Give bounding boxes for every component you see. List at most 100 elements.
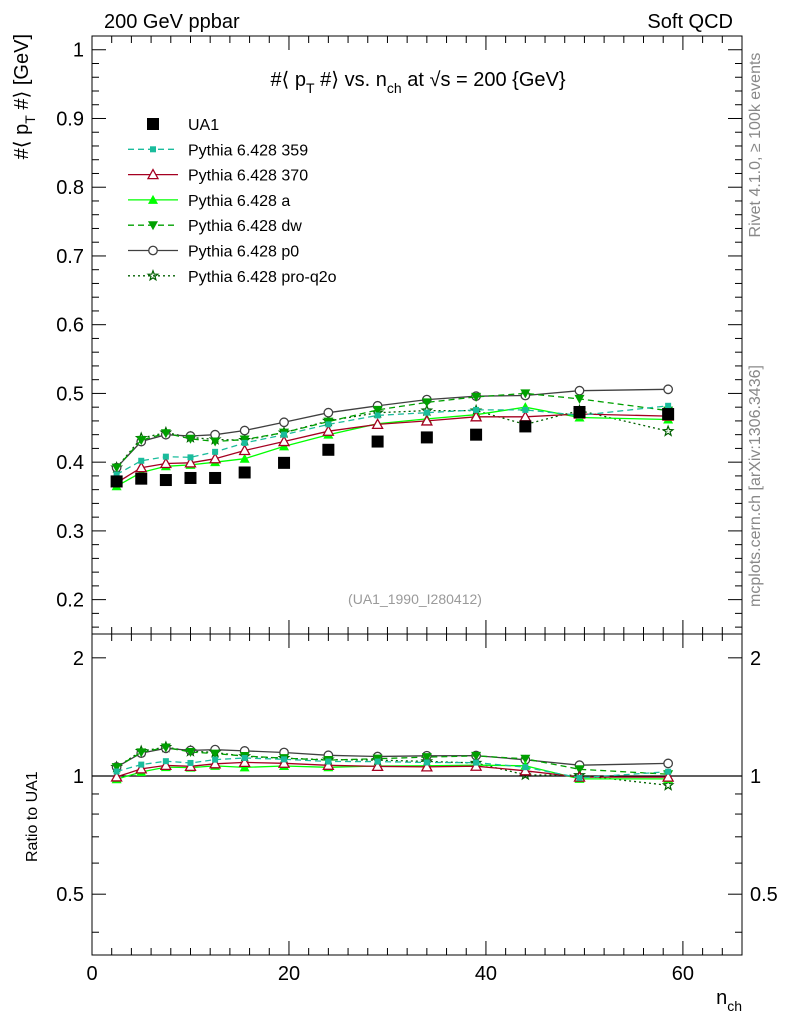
y-tick-label: 0.7 <box>56 246 84 268</box>
watermark-label: (UA1_1990_I280412) <box>348 591 482 607</box>
ratio-point <box>113 768 120 775</box>
title-sub2: ch <box>387 80 402 96</box>
ratio-point <box>111 763 122 773</box>
data-point <box>184 456 197 468</box>
header-right: Soft QCD <box>647 11 733 33</box>
data-point <box>323 407 334 418</box>
ylabel-sub: T <box>22 115 38 124</box>
legend-item: Pythia 6.428 370 <box>128 168 308 185</box>
data-point <box>665 402 672 409</box>
ratio-point <box>241 754 248 761</box>
y-tick-label: 0.3 <box>56 521 84 543</box>
legend-label: Pythia 6.428 359 <box>188 142 308 159</box>
legend-item: Pythia 6.428 a <box>128 193 290 210</box>
ratio-point <box>469 759 483 771</box>
data-point <box>238 444 251 456</box>
data-point <box>113 471 120 478</box>
y-tick-label: 1 <box>73 40 84 62</box>
rivet-label: Rivet 4.1.0, ≥ 100k events <box>747 53 764 238</box>
xlabel-sub: ch <box>727 998 742 1014</box>
data-point <box>522 406 529 413</box>
ratio-point <box>522 764 529 771</box>
data-point <box>210 437 221 447</box>
ratio-point <box>420 760 433 772</box>
data-point <box>573 405 586 418</box>
x-tick-label: 0 <box>86 963 97 985</box>
data-point <box>574 394 585 404</box>
legend-marker <box>150 146 156 153</box>
ratio-point <box>159 759 172 771</box>
data-point <box>239 425 250 436</box>
data-point <box>322 424 335 436</box>
ratio-tick-label-right: 0.5 <box>750 884 778 906</box>
ratio-tick-label: 0.5 <box>56 884 84 906</box>
ratio-point <box>212 756 219 763</box>
series-line <box>116 409 669 469</box>
ylabel-post: #⟩ [GeV] <box>11 34 33 115</box>
legend-item: Pythia 6.428 pro-q2o <box>128 269 337 286</box>
legend-marker <box>147 118 159 130</box>
legend-marker <box>148 245 158 256</box>
legend-item: Pythia 6.428 359 <box>128 142 308 159</box>
ratio-point <box>574 765 585 775</box>
data-point <box>209 471 222 484</box>
ratio-frame <box>91 633 743 956</box>
data-point <box>423 409 430 416</box>
series-line <box>116 413 669 484</box>
legend-label: Pythia 6.428 370 <box>188 168 308 185</box>
y-tick-label: 0.9 <box>56 108 84 130</box>
ratio-y-label: Ratio to UA1 <box>24 771 41 862</box>
x-tick-label: 20 <box>278 963 300 985</box>
data-point <box>420 431 433 444</box>
legend-marker <box>146 168 160 180</box>
legend-label: Pythia 6.428 p0 <box>188 244 299 261</box>
title-sub: T <box>306 80 315 96</box>
ratio-point <box>520 754 531 764</box>
data-point <box>325 421 332 428</box>
ratio-point <box>325 758 332 765</box>
title-mid: #⟩ vs. n <box>315 69 387 91</box>
title-post: at √s = 200 {GeV} <box>402 69 566 91</box>
ratio-point <box>138 761 145 768</box>
data-point <box>159 457 172 469</box>
data-point <box>322 443 335 456</box>
ratio-line <box>116 757 669 779</box>
legend-item: UA1 <box>147 117 219 134</box>
data-point <box>470 428 483 441</box>
ratio-point <box>374 758 381 765</box>
ratio-point <box>471 751 482 761</box>
data-point <box>159 474 172 487</box>
ratio-line <box>116 761 669 778</box>
legend-marker <box>148 194 158 204</box>
data-point <box>279 417 289 428</box>
series-pythia-6-428-p0 <box>111 384 674 772</box>
series-group <box>110 384 675 791</box>
data-point <box>185 434 196 444</box>
data-point <box>663 384 674 395</box>
ratio-point <box>185 748 196 758</box>
data-point <box>662 408 675 421</box>
ratio-tick-label-right: 1 <box>750 766 761 788</box>
ratio-point <box>135 762 148 774</box>
header-left: 200 GeV ppbar <box>104 11 240 33</box>
data-point <box>135 461 148 473</box>
data-point <box>371 418 384 430</box>
y-tick-label: 0.4 <box>56 452 84 474</box>
ratio-point <box>281 756 288 763</box>
ratio-line <box>116 746 669 775</box>
legend-marker <box>146 269 160 282</box>
data-point <box>374 412 381 419</box>
y-tick-label: 0.8 <box>56 177 84 199</box>
y-tick-label: 0.6 <box>56 315 84 337</box>
ratio-point <box>136 748 147 758</box>
data-point <box>278 456 291 469</box>
data-point <box>520 389 531 399</box>
xlabel-pre: n <box>716 987 727 1009</box>
legend-label: Pythia 6.428 a <box>188 193 290 210</box>
x-tick-label: 60 <box>672 963 694 985</box>
data-point <box>661 424 675 437</box>
legend-label: Pythia 6.428 dw <box>188 218 302 235</box>
data-point <box>239 453 250 463</box>
data-point <box>238 466 251 479</box>
